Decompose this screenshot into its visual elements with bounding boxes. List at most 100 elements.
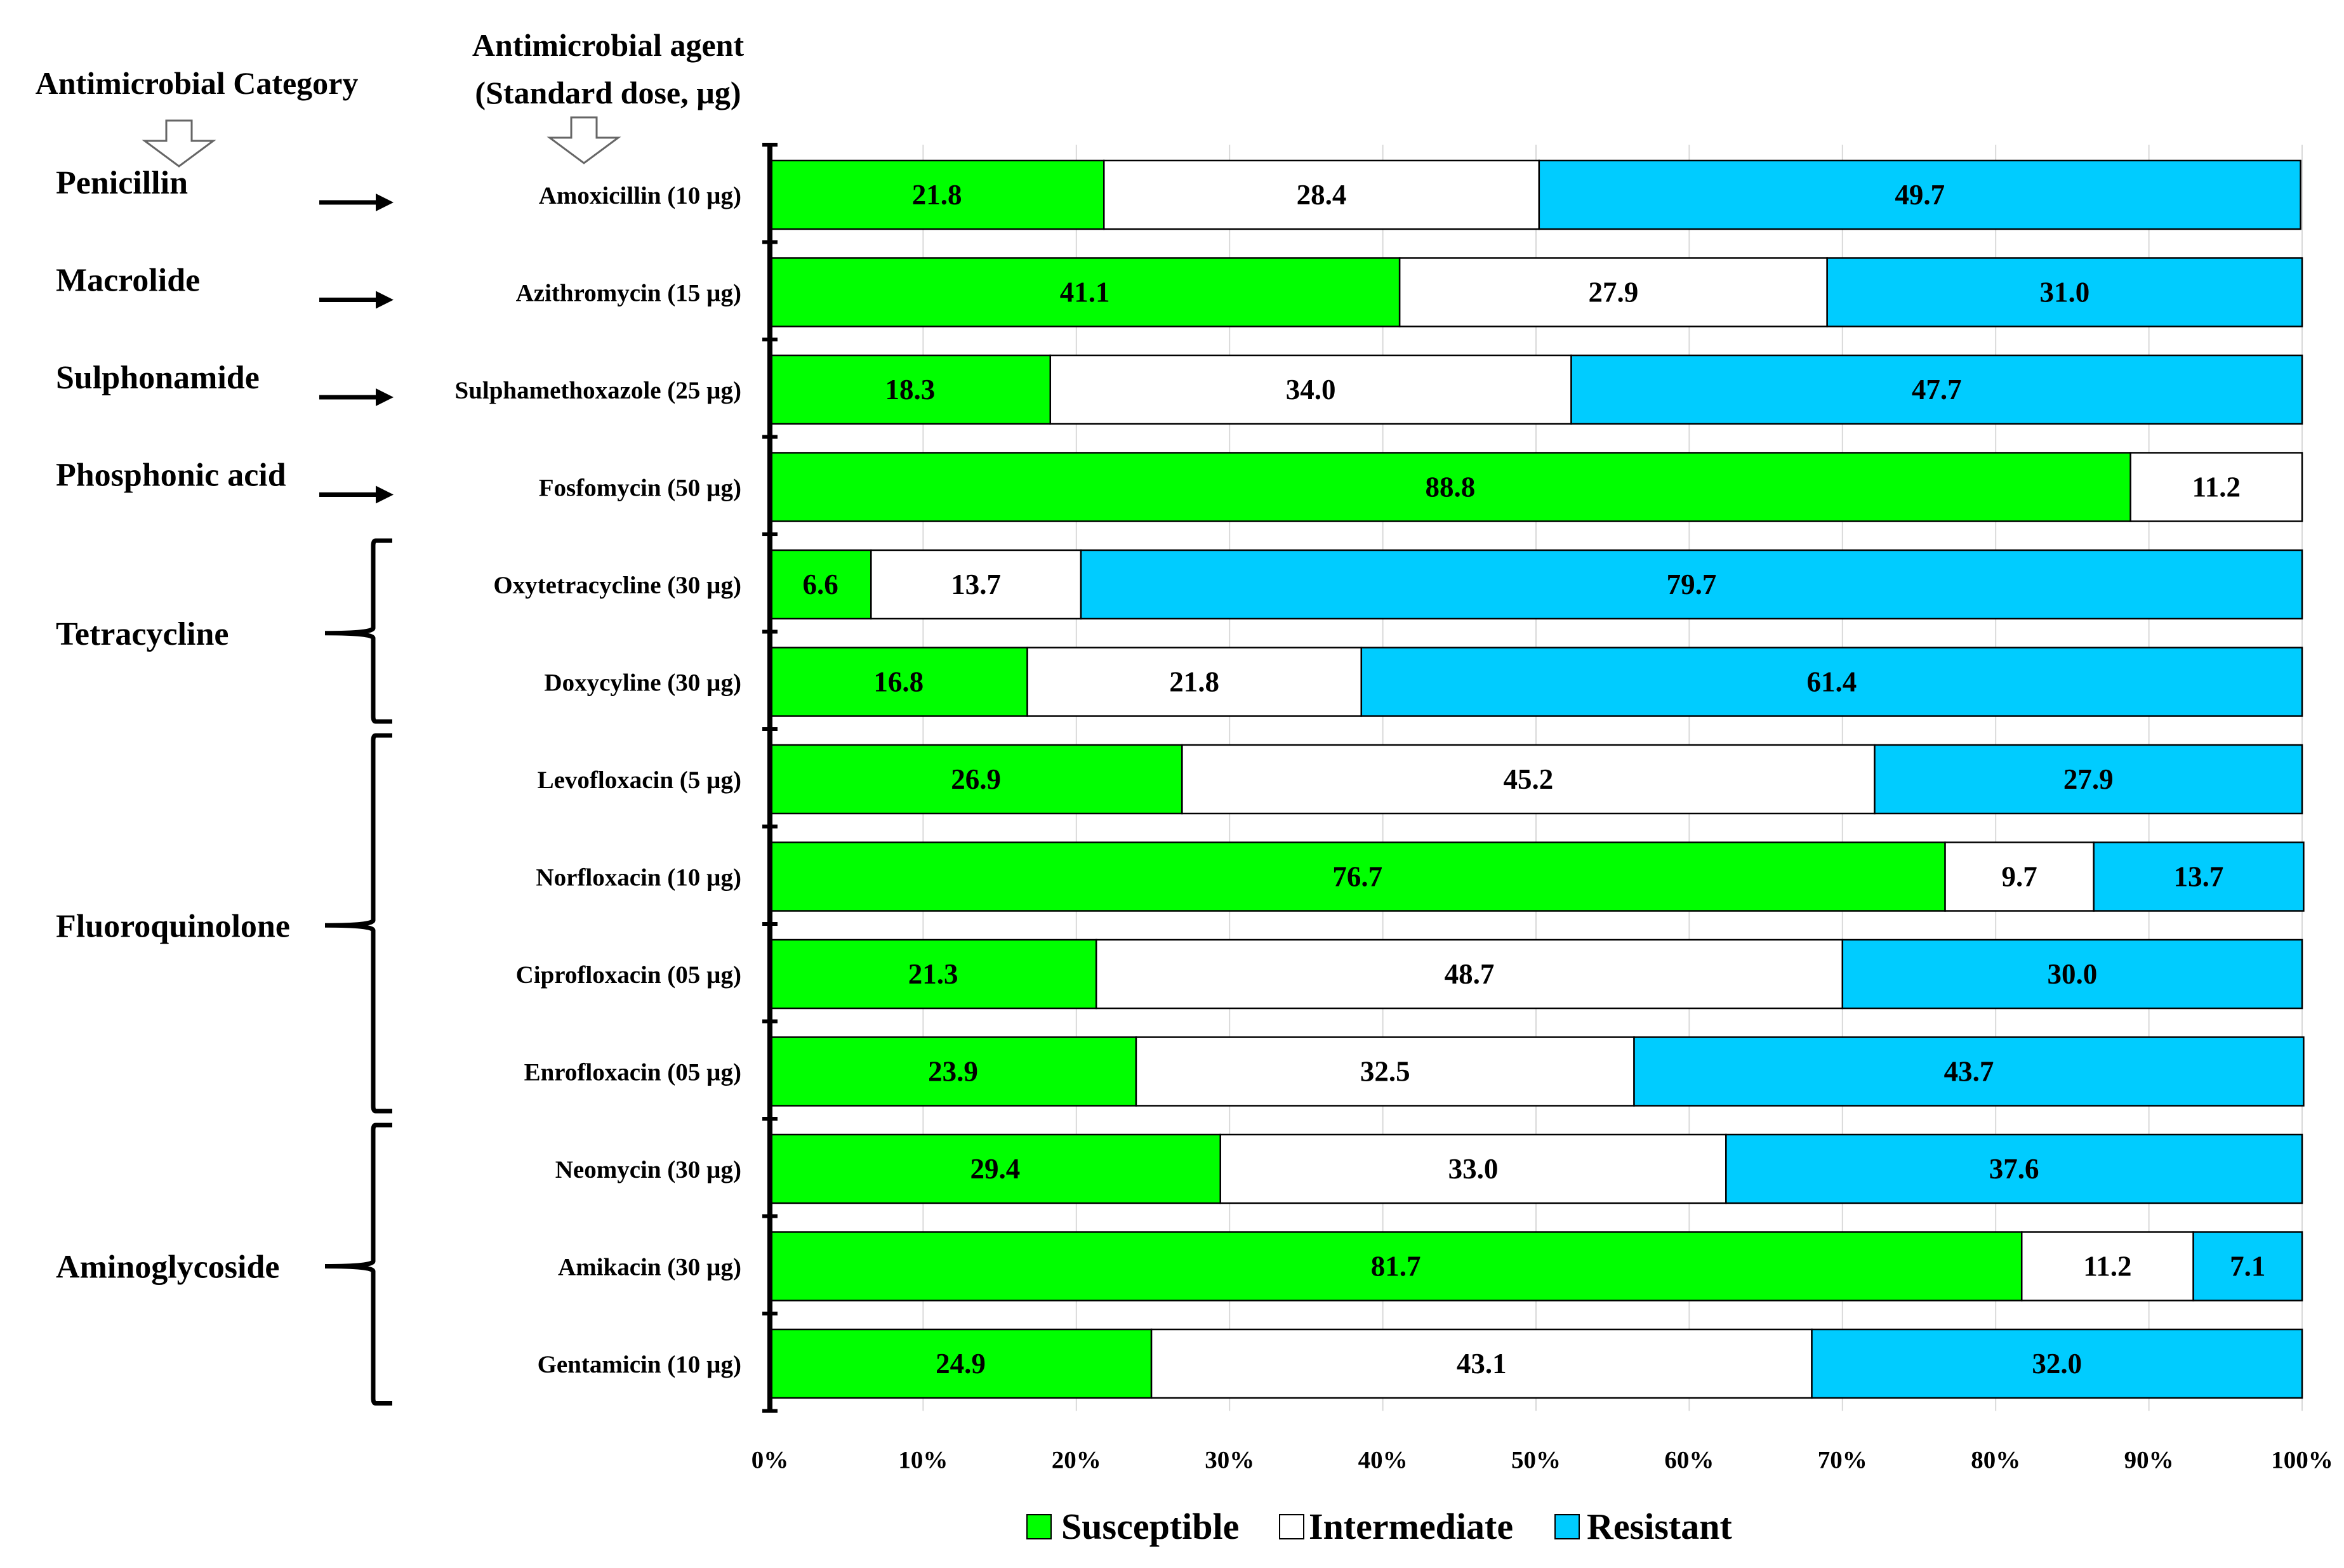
bar-segment-intermediate bbox=[2129, 452, 2303, 522]
header-category: Antimicrobial Category bbox=[36, 65, 359, 101]
bar-segment-intermediate bbox=[870, 549, 1082, 620]
bar-value-label: 29.4 bbox=[970, 1153, 1020, 1185]
bar-value-label: 47.7 bbox=[1912, 374, 1962, 405]
legend-resistant-swatch bbox=[1554, 1514, 1580, 1539]
agent-down-arrow-icon bbox=[546, 116, 621, 164]
bar-segment-intermediate bbox=[1944, 841, 2095, 912]
agent-label: Amikacin (30 µg) bbox=[558, 1254, 741, 1281]
bar-segment-resistant bbox=[1570, 354, 2303, 425]
x-tick-labels: 0% 10% 20% 30% 40% 50% 60% 70% 80% 90% 100% bbox=[752, 1447, 2333, 1474]
bar-segment-intermediate bbox=[2020, 1231, 2194, 1301]
bar-value-label: 21.8 bbox=[912, 179, 962, 211]
bar-segment-intermediate bbox=[1181, 744, 1876, 815]
category-brace-icon bbox=[324, 538, 392, 724]
legend-intermediate-swatch bbox=[1279, 1514, 1304, 1539]
bar-segment-resistant bbox=[1811, 1328, 2303, 1399]
bar-value-label: 81.7 bbox=[1371, 1251, 1421, 1282]
bar-segment-susceptible bbox=[769, 549, 872, 620]
bar-value-label: 27.9 bbox=[2063, 763, 2114, 795]
bar-segment-resistant bbox=[1841, 939, 2303, 1010]
bar-value-label: 30.0 bbox=[2048, 958, 2098, 990]
bar-segment-intermediate bbox=[1103, 159, 1540, 230]
bar-value-label: 43.1 bbox=[1457, 1348, 1507, 1380]
bar-value-label: 79.7 bbox=[1667, 569, 1717, 600]
bar-value-label: 41.1 bbox=[1060, 277, 1110, 308]
bar-segment-resistant bbox=[1360, 647, 2303, 717]
agent-label: Neomycin (30 µg) bbox=[555, 1156, 741, 1183]
bar-segment-intermediate bbox=[1135, 1036, 1635, 1107]
bar-value-label: 11.2 bbox=[2083, 1251, 2131, 1282]
bar-segment-susceptible bbox=[769, 1328, 1153, 1399]
bar-segment-resistant bbox=[1633, 1036, 2305, 1107]
legend-susceptible-swatch bbox=[1026, 1514, 1052, 1539]
bar-segment-intermediate bbox=[1219, 1133, 1727, 1204]
bar-value-label: 48.7 bbox=[1445, 958, 1495, 990]
bar-value-label: 37.6 bbox=[1989, 1153, 2039, 1185]
x-tick-label: 100% bbox=[2271, 1447, 2333, 1474]
agent-labels: Amoxicillin (10 µg) Azithromycin (15 µg) S… bbox=[455, 182, 741, 1378]
x-tick-label: 0% bbox=[752, 1447, 789, 1474]
bar-segment-resistant bbox=[2093, 841, 2305, 912]
bar-value-label: 32.5 bbox=[1360, 1056, 1410, 1088]
bar-value-label: 27.9 bbox=[1589, 277, 1639, 308]
agent-label: Ciprofloxacin (05 µg) bbox=[516, 961, 741, 989]
bar-value-label: 23.9 bbox=[928, 1056, 978, 1088]
category-arrowhead-icon bbox=[376, 388, 394, 406]
bar-value-label: 21.8 bbox=[1169, 666, 1219, 698]
x-tick-label: 50% bbox=[1511, 1447, 1561, 1474]
bar-value-label: 16.8 bbox=[873, 666, 924, 698]
x-tick-label: 80% bbox=[1971, 1447, 2020, 1474]
bar-segment-intermediate bbox=[1398, 257, 1828, 327]
bar-value-label: 28.4 bbox=[1297, 179, 1347, 211]
bar-segment-resistant bbox=[2192, 1231, 2303, 1301]
agent-label: Sulphamethoxazole (25 µg) bbox=[455, 377, 741, 404]
category-arrowhead-icon bbox=[376, 194, 394, 211]
category-label: Tetracycline bbox=[56, 616, 228, 652]
agent-label: Enrofloxacin (05 µg) bbox=[524, 1059, 741, 1086]
bar-value-label: 45.2 bbox=[1504, 763, 1554, 795]
category-label: Macrolide bbox=[56, 263, 200, 299]
agent-label: Norfloxacin (10 µg) bbox=[536, 864, 741, 892]
x-tick-label: 70% bbox=[1818, 1447, 1867, 1474]
bar-value-label: 31.0 bbox=[2039, 277, 2089, 308]
x-tick-label: 60% bbox=[1664, 1447, 1714, 1474]
bar-segment-intermediate bbox=[1150, 1328, 1813, 1399]
bar-segment-resistant bbox=[1725, 1133, 2303, 1204]
bars: 21.8 28.4 49.7 41.1 27.9 31.0 18.3 34.0 47.7 88.8… bbox=[769, 159, 2305, 1399]
bar-value-label: 88.8 bbox=[1425, 471, 1475, 503]
bar-value-label: 24.9 bbox=[936, 1348, 986, 1380]
x-tick-label: 40% bbox=[1358, 1447, 1408, 1474]
bar-segment-susceptible bbox=[769, 1036, 1137, 1107]
bar-value-label: 6.6 bbox=[803, 569, 838, 600]
bar-value-label: 18.3 bbox=[885, 374, 936, 405]
bar-value-label: 43.7 bbox=[1944, 1056, 1994, 1088]
agent-label: Azithromycin (15 µg) bbox=[516, 280, 741, 307]
bar-value-label: 13.7 bbox=[951, 569, 1001, 600]
bar-value-label: 26.9 bbox=[951, 763, 1001, 795]
category-arrowhead-icon bbox=[376, 485, 394, 504]
legend-resistant-label: Resistant bbox=[1587, 1506, 1732, 1547]
bar-value-label: 33.0 bbox=[1448, 1153, 1499, 1185]
category-brace-icon bbox=[324, 1123, 392, 1406]
bar-value-label: 34.0 bbox=[1286, 374, 1336, 405]
bar-value-label: 61.4 bbox=[1807, 666, 1857, 698]
bar-segment-susceptible bbox=[769, 1133, 1221, 1204]
agent-label: Fosfomycin (50 µg) bbox=[539, 475, 741, 502]
category-brace-icon bbox=[324, 733, 392, 1114]
bar-value-label: 11.2 bbox=[2192, 471, 2241, 503]
category-label: Fluoroquinolone bbox=[56, 908, 290, 944]
legend-susceptible-label: Susceptible bbox=[1061, 1506, 1239, 1547]
agent-label: Levofloxacin (5 µg) bbox=[538, 767, 741, 794]
category-label: Penicillin bbox=[56, 165, 188, 201]
category-groups: Penicillin Macrolide Sulphonamide Phosphoni… bbox=[56, 165, 394, 1406]
category-label: Phosphonic acid bbox=[56, 458, 286, 494]
agent-label: Doxycyline (30 µg) bbox=[544, 669, 741, 697]
x-tick-label: 10% bbox=[898, 1447, 948, 1474]
bar-segment-resistant bbox=[1538, 159, 2301, 230]
bar-segment-intermediate bbox=[1049, 354, 1572, 425]
bar-value-label: 32.0 bbox=[2032, 1348, 2082, 1380]
bar-value-label: 76.7 bbox=[1332, 861, 1382, 893]
bar-value-label: 49.7 bbox=[1895, 179, 1945, 211]
bar-segment-resistant bbox=[1826, 257, 2303, 327]
